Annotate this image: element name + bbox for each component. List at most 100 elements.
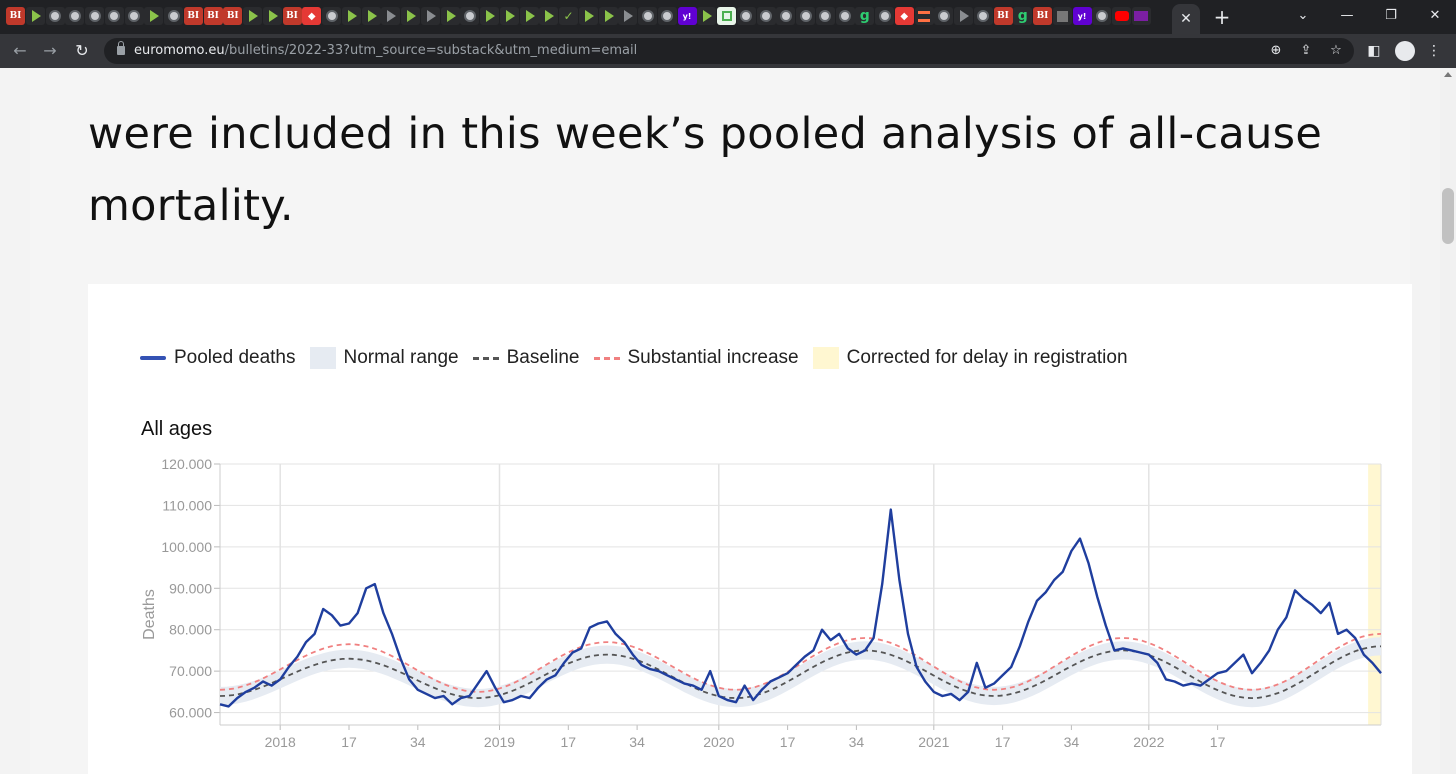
back-arrow-icon[interactable]: ←: [13, 41, 27, 60]
x-tick-label: 34: [1064, 734, 1080, 750]
tab-favicon-check-icon[interactable]: ✓: [559, 7, 578, 25]
forward-arrow-icon[interactable]: →: [43, 41, 57, 60]
x-tick-label: 34: [629, 734, 645, 750]
tab-favicon-play-icon[interactable]: [401, 7, 420, 25]
address-bar[interactable]: euromomo.eu/bulletins/2022-33?utm_source…: [104, 38, 1354, 64]
scroll-up-arrow-icon[interactable]: [1444, 72, 1452, 77]
tab-favicon-yahoo-icon[interactable]: y!: [677, 7, 697, 25]
reload-icon[interactable]: ↻: [75, 41, 89, 60]
tab-favicon-play-icon[interactable]: [697, 7, 717, 25]
tab-favicon-globe-icon[interactable]: [776, 7, 796, 25]
tab-favicon-globe-icon[interactable]: [322, 7, 341, 25]
tab-favicon-globe-icon[interactable]: [875, 7, 894, 25]
tab-favicon-play-icon[interactable]: [25, 7, 45, 25]
tab-favicon-play-grey-icon[interactable]: [420, 7, 440, 25]
tab-search-chevron-icon[interactable]: ⌄: [1297, 8, 1309, 23]
profile-avatar-icon[interactable]: [1395, 41, 1415, 61]
tab-favicon-play-grey-icon[interactable]: [381, 7, 401, 25]
tab-favicon-bi-icon[interactable]: BI: [993, 7, 1013, 25]
tab-favicon-g-icon[interactable]: g: [1013, 7, 1033, 25]
tab-favicon-bi-icon[interactable]: BI: [1033, 7, 1052, 25]
active-tab[interactable]: ✕: [1172, 4, 1200, 34]
x-tick-label: 34: [849, 734, 865, 750]
page-scrollbar[interactable]: [1440, 68, 1456, 774]
tab-favicon-globe-icon[interactable]: [65, 7, 85, 25]
legend-item-corrected[interactable]: Corrected for delay in registration: [812, 347, 1128, 369]
tab-favicon-bi-icon[interactable]: BI: [223, 7, 243, 25]
tab-favicon-red-icon[interactable]: ◆: [894, 7, 914, 25]
tab-favicon-globe-icon[interactable]: [736, 7, 756, 25]
share-icon[interactable]: ⇪: [1300, 43, 1312, 58]
tab-favicon-play-icon[interactable]: [341, 7, 361, 25]
tab-favicon-globe-icon[interactable]: [934, 7, 954, 25]
pooled-deaths-line: [219, 508, 1382, 708]
x-tick-label: 2018: [265, 734, 296, 750]
x-tick-label: 17: [780, 734, 796, 750]
close-window-icon[interactable]: ✕: [1429, 8, 1441, 23]
tab-favicon-globe-icon[interactable]: [756, 7, 776, 25]
legend-item-substantial[interactable]: Substantial increase: [593, 347, 799, 369]
tab-favicon-map-icon[interactable]: [717, 7, 736, 25]
url-text[interactable]: euromomo.eu/bulletins/2022-33?utm_source…: [134, 43, 637, 58]
lock-icon[interactable]: [117, 41, 125, 55]
scrollbar-thumb[interactable]: [1442, 188, 1454, 244]
legend-item-pooled[interactable]: Pooled deaths: [140, 347, 296, 369]
y-tick-label: 70.000: [169, 663, 212, 679]
tab-favicon-play-icon[interactable]: [539, 7, 559, 25]
tab-favicon-bi-icon[interactable]: BI: [282, 7, 302, 25]
tab-favicon-box-icon[interactable]: [1052, 7, 1072, 25]
tab-favicon-globe-icon[interactable]: [638, 7, 657, 25]
tab-favicon-globe-icon[interactable]: [815, 7, 835, 25]
tab-favicon-play-icon[interactable]: [361, 7, 381, 25]
new-tab-button[interactable]: +: [1213, 5, 1231, 29]
paragraph-line-1: were included in this week’s pooled anal…: [88, 109, 1323, 159]
tab-favicon-globe-icon[interactable]: [973, 7, 993, 25]
tab-favicon-mail-icon[interactable]: [1131, 7, 1151, 25]
x-tick-label: 17: [561, 734, 577, 750]
browser-tabstrip: BI BI BI BI BI ◆ ✓ y! g ◆ BI g BI y! ✕ + ⌄ — ❐ ✕: [0, 0, 1456, 34]
tab-favicon-play-icon[interactable]: [578, 7, 598, 25]
tab-favicon-play-icon[interactable]: [262, 7, 282, 25]
x-tick-label: 2019: [484, 734, 515, 750]
tab-favicon-globe-icon[interactable]: [657, 7, 677, 25]
tab-favicon-play-icon[interactable]: [499, 7, 519, 25]
bookmark-star-icon[interactable]: ☆: [1330, 43, 1342, 58]
tab-favicon-bi-icon[interactable]: BI: [203, 7, 223, 25]
legend-item-normal-range[interactable]: Normal range: [309, 347, 459, 369]
side-panel-icon[interactable]: ◧: [1367, 43, 1381, 59]
tab-favicon-bi-icon[interactable]: BI: [183, 7, 203, 25]
tab-favicon-yt-icon[interactable]: [1112, 7, 1131, 25]
restore-window-icon[interactable]: ❐: [1385, 8, 1397, 23]
tab-favicon-orange-icon[interactable]: [914, 7, 934, 25]
menu-kebab-icon[interactable]: ⋮: [1427, 43, 1441, 59]
mortality-chart[interactable]: 60.000 70.000 80.000 90.000 100.000 110.000 12…: [88, 284, 1412, 774]
tab-favicon-globe-icon[interactable]: [460, 7, 480, 25]
tab-favicon-globe-icon[interactable]: [85, 7, 104, 25]
tab-favicon-play-grey-icon[interactable]: [618, 7, 638, 25]
tab-favicon-play-icon[interactable]: [243, 7, 262, 25]
x-tick-label: 17: [995, 734, 1011, 750]
tab-favicon-play-icon[interactable]: [480, 7, 499, 25]
tab-favicon-play-icon[interactable]: [144, 7, 164, 25]
legend-item-baseline[interactable]: Baseline: [472, 347, 580, 369]
x-tick-label: 34: [410, 734, 426, 750]
tab-favicon-globe-icon[interactable]: [164, 7, 183, 25]
tab-favicon-play-icon[interactable]: [440, 7, 460, 25]
legend-swatch-normal-range: [309, 347, 336, 369]
tab-favicon-red-icon[interactable]: ◆: [302, 7, 322, 25]
zoom-icon[interactable]: ⊕: [1270, 43, 1282, 58]
tab-favicon-globe-icon[interactable]: [124, 7, 144, 25]
tab-favicon-play-icon[interactable]: [598, 7, 618, 25]
tab-favicon-bi-icon[interactable]: BI: [6, 7, 25, 25]
tab-favicon-g-icon[interactable]: g: [855, 7, 875, 25]
tab-favicon-globe-icon[interactable]: [835, 7, 855, 25]
tab-favicon-globe-icon[interactable]: [104, 7, 124, 25]
tab-favicon-globe-icon[interactable]: [45, 7, 65, 25]
tab-favicon-globe-icon[interactable]: [796, 7, 815, 25]
tab-favicon-globe-icon[interactable]: [1092, 7, 1112, 25]
tab-favicon-play-icon[interactable]: [519, 7, 539, 25]
tab-favicon-play-grey-icon[interactable]: [954, 7, 973, 25]
minimize-window-icon[interactable]: —: [1340, 8, 1354, 23]
tab-favicon-yahoo-icon[interactable]: y!: [1072, 7, 1092, 25]
close-tab-icon[interactable]: ✕: [1180, 11, 1192, 27]
